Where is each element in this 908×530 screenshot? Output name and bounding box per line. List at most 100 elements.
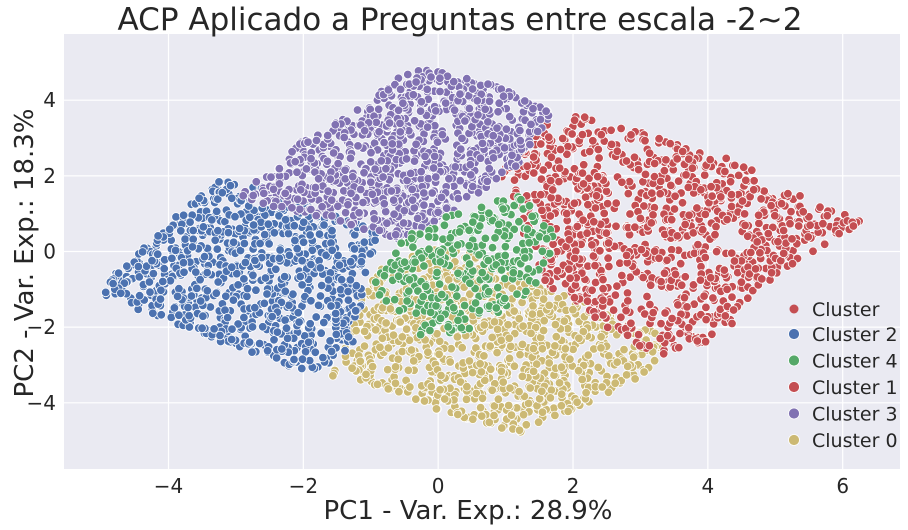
scatter-point — [630, 222, 640, 232]
scatter-point — [707, 191, 717, 201]
scatter-point — [803, 232, 813, 242]
scatter-point — [435, 313, 446, 324]
scatter-point — [247, 322, 258, 332]
scatter-point — [238, 191, 248, 201]
scatter-point — [479, 320, 489, 330]
scatter-point — [628, 352, 639, 362]
scatter-point — [483, 79, 493, 89]
scatter-point — [583, 199, 593, 210]
scatter-point — [606, 139, 617, 150]
scatter-point — [385, 304, 396, 314]
scatter-point — [727, 318, 737, 329]
scatter-point — [314, 229, 325, 239]
scatter-point — [259, 298, 270, 309]
scatter-point — [394, 305, 405, 316]
scatter-point — [577, 129, 588, 140]
scatter-point — [563, 406, 573, 417]
scatter-point — [496, 265, 507, 275]
scatter-point — [426, 307, 436, 318]
scatter-point — [590, 260, 600, 271]
scatter-point — [319, 317, 329, 328]
scatter-point — [533, 126, 543, 137]
scatter-point — [654, 133, 664, 144]
scatter-point — [254, 338, 265, 349]
scatter-point — [334, 260, 345, 270]
scatter-point — [410, 257, 420, 267]
scatter-point — [434, 349, 444, 360]
scatter-point — [455, 175, 465, 186]
scatter-point — [648, 307, 658, 318]
scatter-point — [383, 384, 394, 394]
scatter-point — [245, 212, 255, 223]
scatter-point — [763, 228, 774, 239]
scatter-point — [210, 235, 220, 246]
scatter-point — [535, 114, 546, 125]
scatter-point — [274, 253, 285, 263]
scatter-point — [544, 358, 554, 368]
scatter-point — [539, 221, 549, 231]
scatter-point — [383, 343, 394, 353]
scatter-point — [250, 255, 260, 266]
scatter-point — [326, 301, 336, 311]
scatter-point — [786, 206, 796, 217]
scatter-point — [572, 221, 583, 232]
scatter-point — [327, 245, 337, 256]
scatter-point — [649, 356, 660, 366]
scatter-point — [489, 401, 500, 411]
scatter-point — [383, 364, 393, 375]
scatter-point — [441, 212, 451, 222]
scatter-point — [389, 209, 399, 219]
scatter-point — [474, 250, 484, 260]
scatter-point — [388, 330, 399, 340]
scatter-point — [645, 299, 655, 310]
scatter-point — [262, 346, 273, 356]
scatter-point — [352, 105, 363, 115]
scatter-point — [522, 224, 533, 234]
scatter-point — [737, 196, 748, 206]
scatter-point — [227, 262, 237, 272]
scatter-point — [545, 393, 556, 403]
scatter-point — [550, 319, 561, 330]
scatter-point — [420, 151, 430, 162]
scatter-point — [453, 240, 463, 250]
scatter-point — [757, 274, 767, 284]
scatter-point — [696, 185, 706, 195]
scatter-point — [443, 322, 453, 332]
scatter-point — [480, 233, 491, 244]
scatter-point — [701, 314, 711, 325]
scatter-point — [551, 332, 562, 342]
scatter-point — [822, 210, 833, 221]
scatter-point — [428, 163, 439, 173]
scatter-point — [297, 256, 307, 266]
scatter-point — [412, 213, 423, 224]
scatter-point — [562, 208, 572, 219]
scatter-point — [311, 312, 321, 322]
scatter-point — [644, 148, 655, 158]
scatter-point — [367, 189, 378, 200]
legend-marker — [788, 434, 800, 446]
scatter-point — [524, 238, 534, 248]
scatter-point — [524, 201, 535, 211]
scatter-point — [187, 242, 198, 252]
scatter-point — [654, 253, 664, 263]
scatter-point — [656, 318, 666, 329]
scatter-point — [500, 273, 510, 284]
scatter-point — [251, 177, 261, 187]
scatter-point — [289, 354, 299, 365]
scatter-point — [608, 305, 619, 315]
scatter-point — [404, 275, 415, 285]
scatter-point — [293, 194, 303, 205]
scatter-point — [346, 257, 356, 267]
scatter-point — [588, 136, 598, 146]
scatter-point — [441, 203, 452, 213]
legend-marker — [788, 407, 800, 420]
scatter-point — [361, 369, 371, 380]
scatter-point — [239, 238, 250, 249]
scatter-point — [169, 303, 180, 313]
scatter-point — [492, 324, 503, 335]
scatter-point — [596, 343, 606, 353]
scatter-point — [515, 125, 525, 136]
scatter-point — [522, 161, 532, 171]
scatter-point — [700, 252, 711, 263]
scatter-point — [240, 257, 251, 268]
